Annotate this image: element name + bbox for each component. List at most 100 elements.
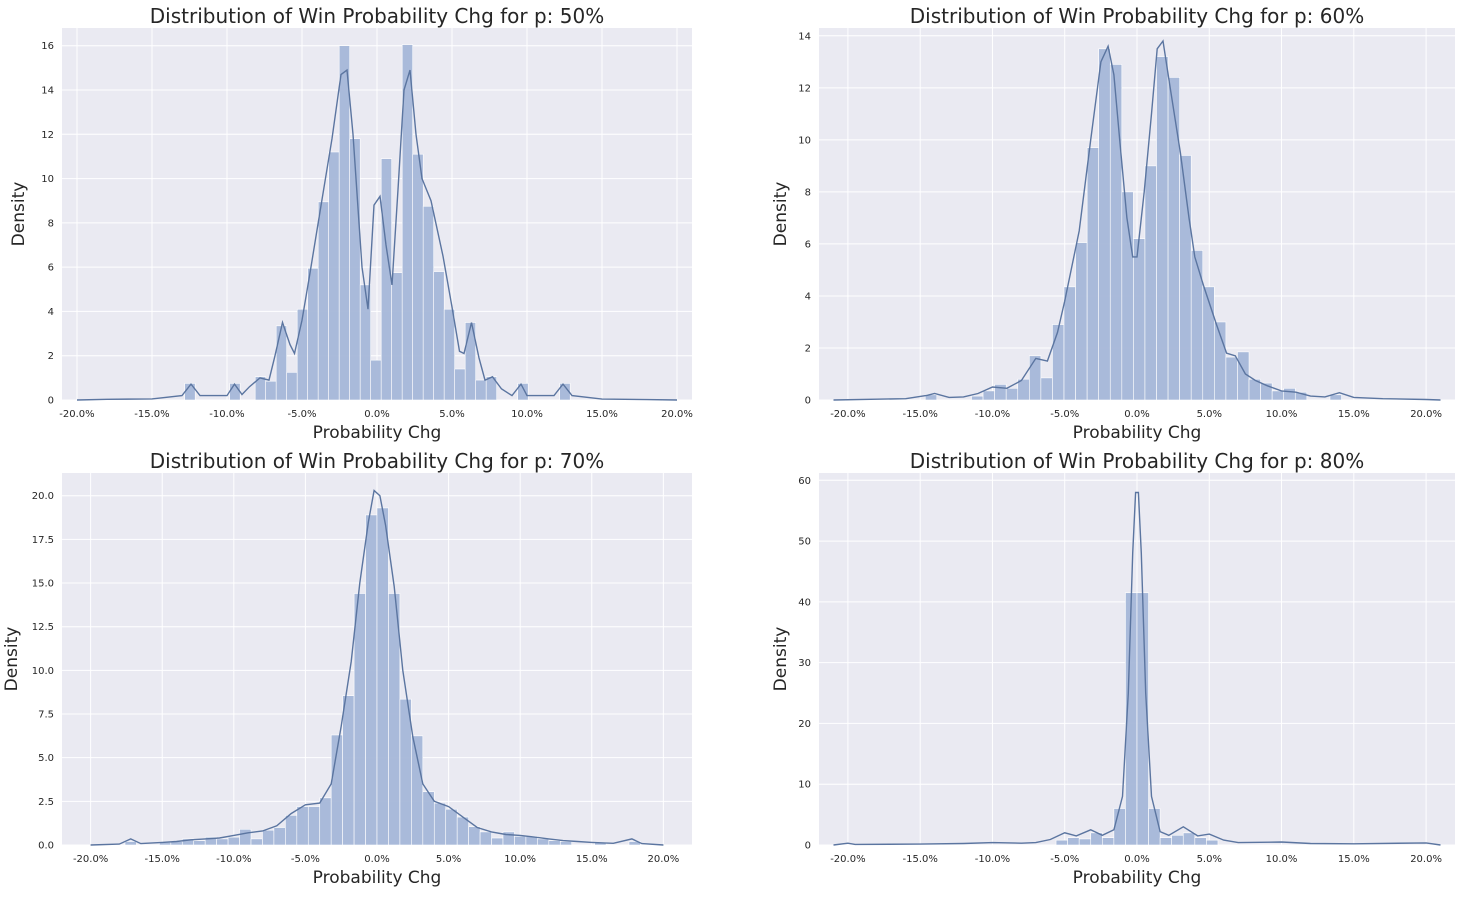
histogram-bar <box>433 271 445 401</box>
histogram-bar <box>1113 808 1126 846</box>
histogram-bar <box>433 802 447 846</box>
histogram-bar <box>1029 355 1042 401</box>
histogram-bar <box>380 158 393 401</box>
subplot-2: -20.0% -15.0% -10.0% -5.0% 0.0% 5.0% 10.0% 15.0… <box>771 4 1455 443</box>
x-axis-label: Probability Chg <box>1073 423 1202 443</box>
x-axis-label: Probability Chg <box>1073 868 1202 888</box>
kde-line <box>76 68 678 401</box>
histogram-bar <box>391 272 403 401</box>
y-tick-label: 8 <box>805 187 811 198</box>
y-tick-label: 0.0 <box>38 841 54 852</box>
histogram-bar <box>468 826 481 846</box>
y-tick-label: 14 <box>798 31 811 42</box>
x-tick-label: -5.0% <box>1050 854 1079 865</box>
histogram-bar <box>1052 324 1065 401</box>
chart-title: Distribution of Win Probability Chg for … <box>150 4 604 28</box>
histogram-bar <box>285 815 298 846</box>
histogram-bar <box>464 322 477 401</box>
histogram-bar <box>445 808 458 846</box>
y-tick-label: 12 <box>798 83 811 94</box>
x-tick-label: 0.0% <box>1124 854 1149 865</box>
histogram-bar <box>548 840 561 846</box>
y-tick-label: 10 <box>798 780 811 791</box>
histogram-bar <box>399 698 412 846</box>
y-tick-label: 0 <box>805 396 811 407</box>
y-tick-label: 4 <box>805 291 811 302</box>
y-tick-label: 20 <box>798 719 811 730</box>
histogram-bar <box>296 806 309 846</box>
x-tick-label: 15.0% <box>1338 409 1370 420</box>
x-tick-label: 20.0% <box>1410 854 1442 865</box>
x-tick-label: -20.0% <box>830 409 865 420</box>
x-tick-label: -20.0% <box>73 854 108 865</box>
x-tick-label: -20.0% <box>59 409 94 420</box>
y-tick-label: 17.5 <box>32 535 54 546</box>
y-tick-label: 7.5 <box>38 710 54 721</box>
y-tick-label: 2.5 <box>38 797 54 808</box>
x-tick-label: 0.0% <box>364 409 389 420</box>
histogram-bar <box>328 151 340 401</box>
histogram-bar <box>456 816 469 846</box>
histogram-bar <box>1063 286 1076 401</box>
histogram-bar <box>1167 77 1180 401</box>
histogram-bar <box>124 841 137 846</box>
x-tick-label: 5.0% <box>436 854 461 865</box>
histogram-bar <box>275 325 288 401</box>
histogram-bar <box>250 838 263 846</box>
y-tick-label: 12 <box>41 130 54 141</box>
histogram-bar <box>1182 832 1196 846</box>
y-axis-label: Density <box>2 627 22 692</box>
x-tick-label: -5.0% <box>1050 409 1079 420</box>
histogram-bar <box>227 836 240 846</box>
y-tick-label: 4 <box>48 307 54 318</box>
histogram-bar <box>307 267 319 401</box>
histogram-bar <box>1078 838 1092 846</box>
x-tick-label: 15.0% <box>576 854 608 865</box>
x-tick-label: 15.0% <box>586 409 618 420</box>
histogram-bar <box>1086 147 1099 401</box>
histogram-bar <box>239 828 252 846</box>
y-tick-label: 10.0 <box>32 666 54 677</box>
subplot-1: -20.0% -15.0% -10.0% -5.0% 0.0% 5.0% 10.0% 15.0… <box>9 4 693 443</box>
histogram-bar <box>370 359 382 401</box>
y-tick-label: 14 <box>41 86 54 97</box>
y-axis-label: Density <box>771 627 791 692</box>
histogram-bar <box>1206 839 1219 846</box>
histogram-bar <box>1225 356 1238 401</box>
histogram-bar <box>319 797 332 846</box>
x-tick-label: -15.0% <box>902 409 937 420</box>
y-tick-label: 6 <box>805 239 811 250</box>
x-tick-label: 10.0% <box>504 854 536 865</box>
histogram-bar <box>353 593 366 846</box>
y-axis-label: Density <box>771 182 791 247</box>
histogram-bar <box>559 841 573 846</box>
x-tick-label: -10.0% <box>975 409 1010 420</box>
x-tick-label: 10.0% <box>1266 854 1298 865</box>
y-tick-label: 6 <box>48 263 54 274</box>
y-tick-label: 12.5 <box>32 622 54 633</box>
histogram-bar <box>537 838 550 846</box>
histogram-bar <box>262 829 275 846</box>
y-tick-label: 2 <box>48 351 54 362</box>
histogram-bar <box>1202 286 1215 401</box>
histogram-bar <box>411 735 424 846</box>
histogram-bar <box>265 380 277 401</box>
subplot-4: -20.0% -15.0% -10.0% -5.0% 0.0% 5.0% 10.0% 15.0… <box>771 449 1455 888</box>
histogram-bar <box>376 507 389 846</box>
histogram-bar <box>365 514 378 846</box>
y-tick-label: 0 <box>48 396 54 407</box>
x-tick-label: 5.0% <box>439 409 464 420</box>
histogram-bar <box>1040 377 1053 401</box>
x-tick-label: 20.0% <box>647 854 679 865</box>
histogram-bar <box>273 827 286 846</box>
histogram-bar <box>1190 250 1204 401</box>
chart-title: Distribution of Win Probability Chg for … <box>910 4 1364 28</box>
histogram-bar <box>559 383 571 401</box>
y-tick-label: 5.0 <box>38 753 54 764</box>
histogram-bar <box>1329 394 1342 401</box>
histogram-bar <box>338 45 351 401</box>
x-tick-label: -5.0% <box>291 854 320 865</box>
histogram-bar <box>349 138 361 401</box>
